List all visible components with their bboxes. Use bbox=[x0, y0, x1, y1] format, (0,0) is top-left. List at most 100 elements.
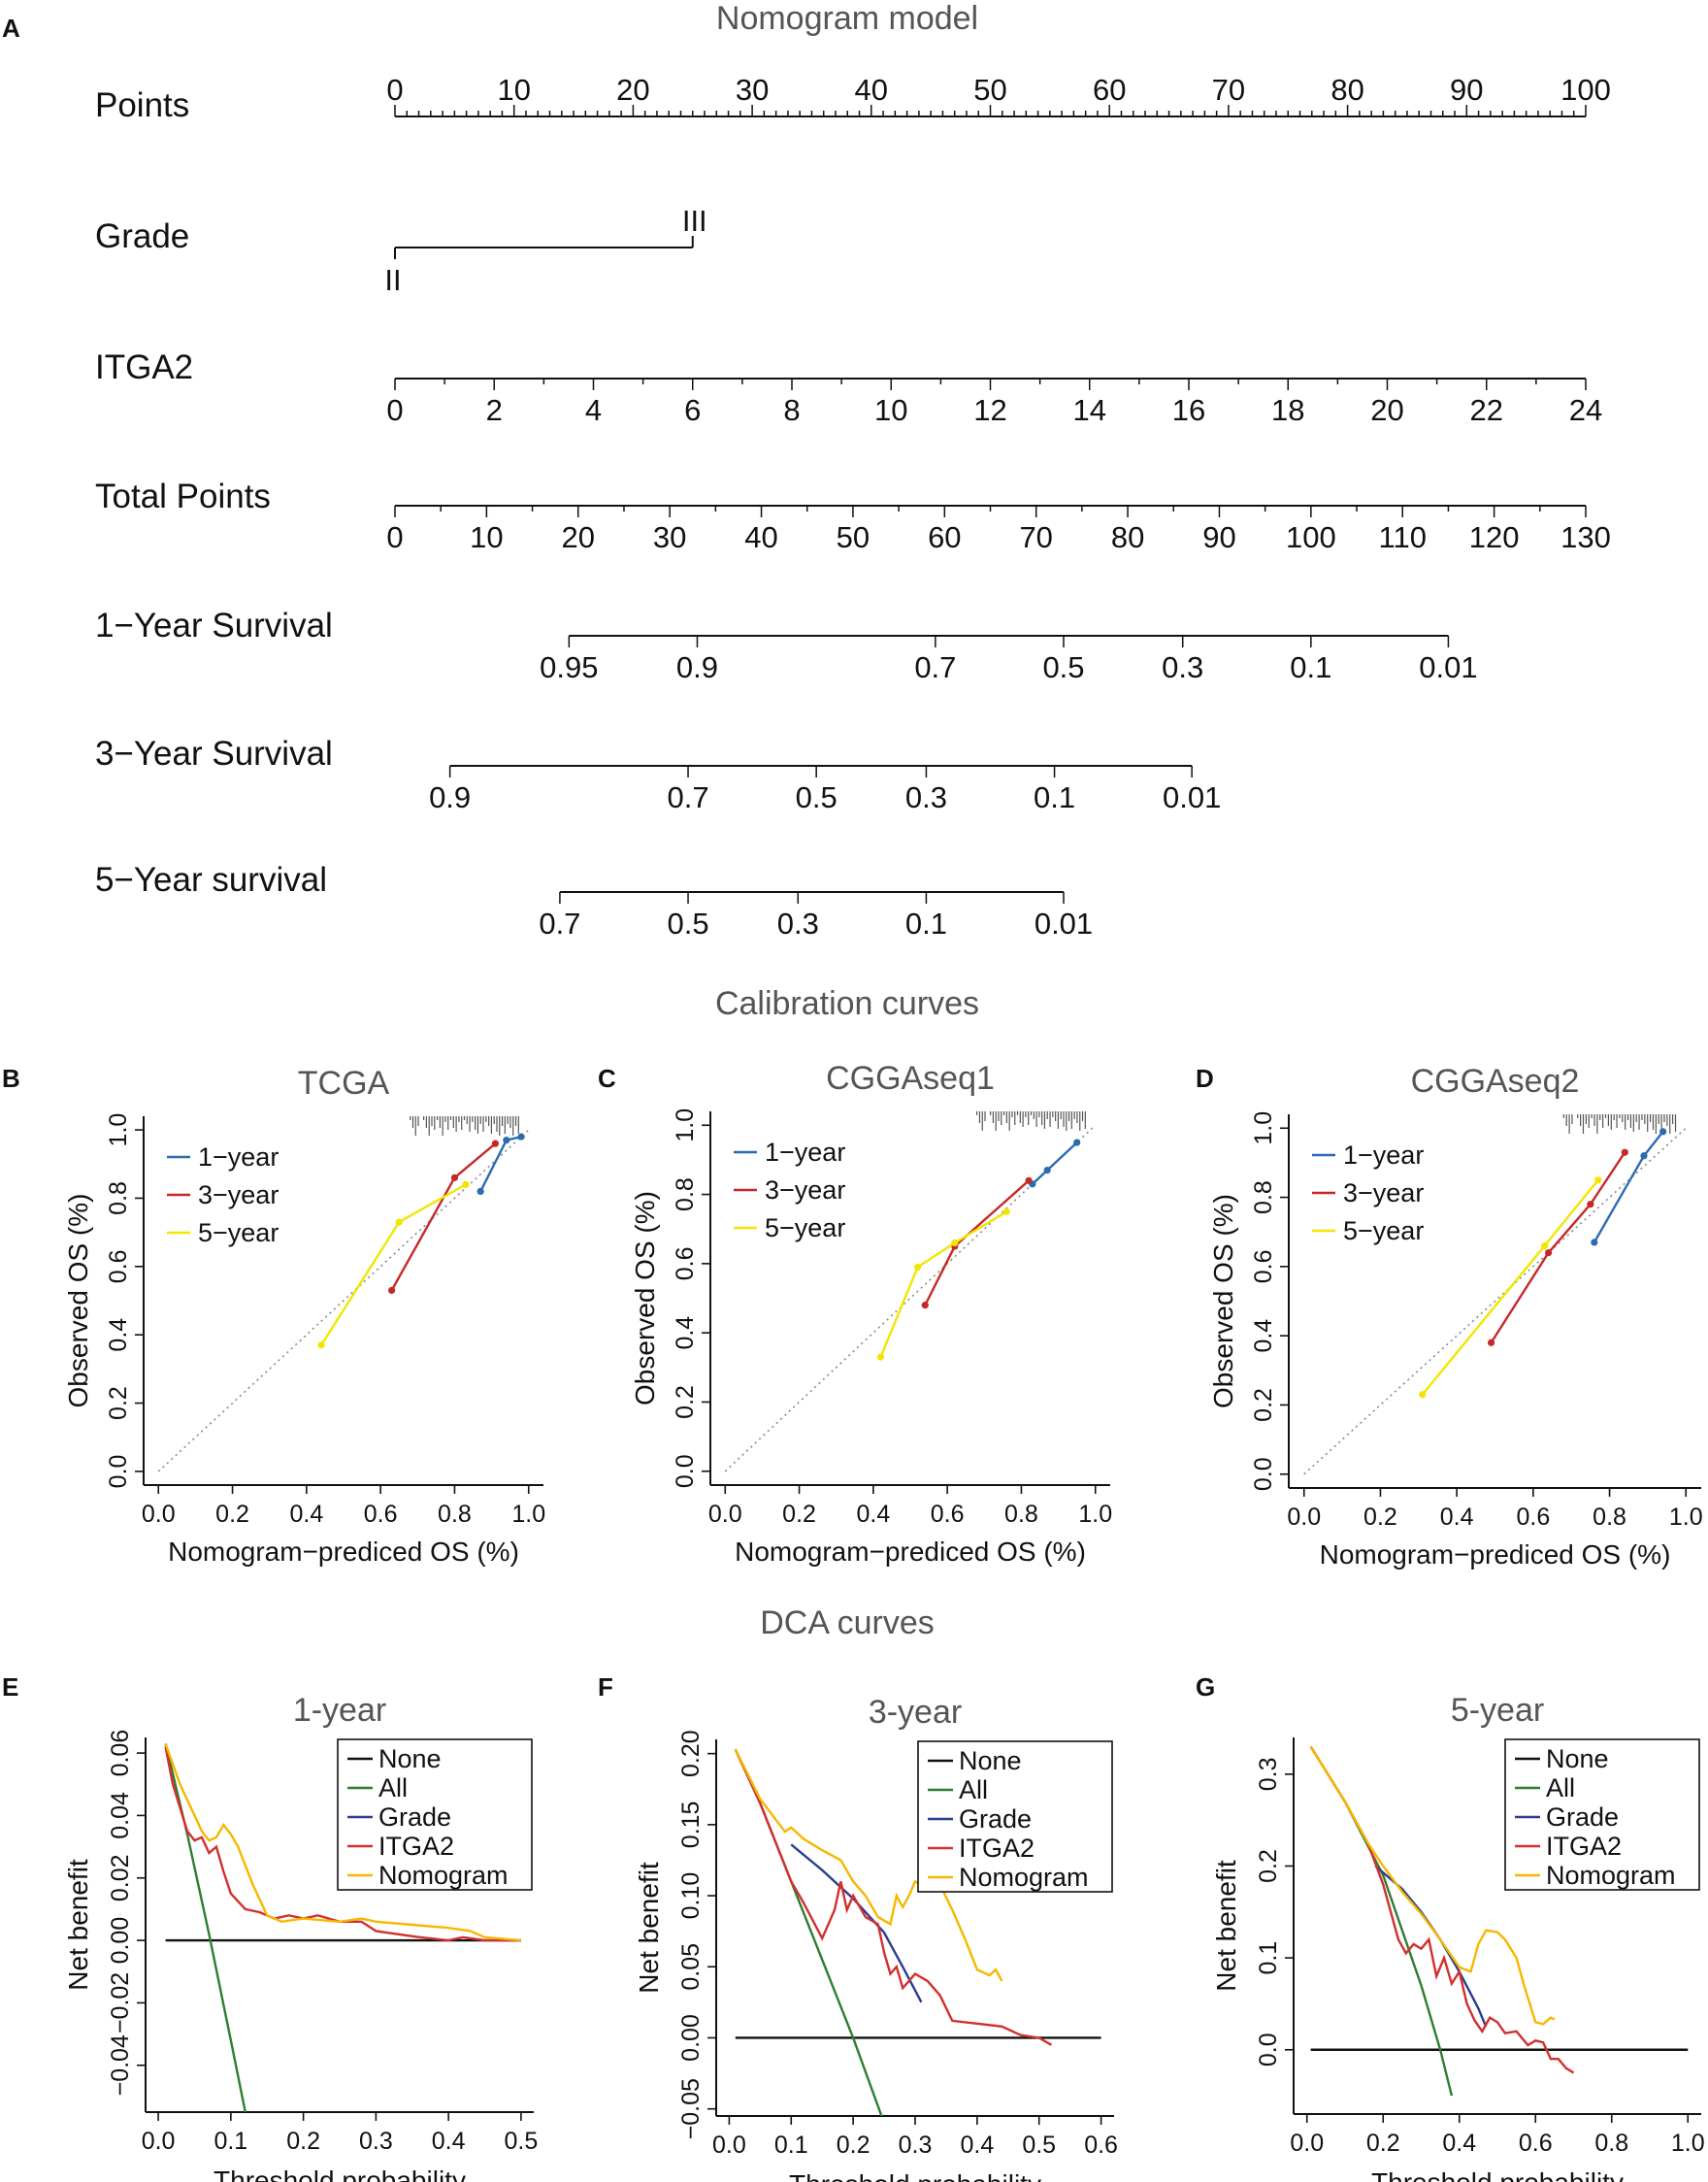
calibration-cggaseq2-legend-label: 5−year bbox=[1343, 1216, 1424, 1245]
dca-1-year-y-tick-label: 0.06 bbox=[107, 1730, 134, 1777]
dca-3-year-y-tick-label: 0.20 bbox=[677, 1730, 705, 1777]
dca-3-year-legend-label: ITGA2 bbox=[959, 1834, 1035, 1863]
dca-3-year-y-tick-label: 0.10 bbox=[677, 1872, 705, 1920]
dca-3-year-series-all bbox=[734, 1748, 883, 2116]
1-year-survival-tick-label: 0.95 bbox=[540, 650, 598, 684]
dca-3-year-y-tick-label: 0.00 bbox=[677, 2014, 705, 2062]
calibration-cggaseq1-legend-label: 1−year bbox=[765, 1138, 845, 1167]
calibration-cggaseq2-point-5-year bbox=[1419, 1391, 1427, 1399]
dca-1-year-title: 1-year bbox=[293, 1692, 386, 1729]
calibration-tcga-legend-label: 3−year bbox=[198, 1180, 279, 1209]
5-year-survival-tick-label: 0.1 bbox=[905, 907, 947, 941]
calibration-cggaseq1-y-tick-label: 1.0 bbox=[672, 1108, 699, 1142]
dca-3-year-y-tick-label: −0.05 bbox=[677, 2078, 705, 2139]
total-points-tick-label: 120 bbox=[1469, 520, 1520, 554]
dca-1-year-y-title: Net benefit bbox=[63, 1859, 93, 1991]
calibration-tcga-x-title: Nomogram−prediced OS (%) bbox=[168, 1537, 519, 1567]
1-year-survival-tick-label: 0.01 bbox=[1419, 650, 1477, 684]
dca-panel-1-year: 0.0 0.1 0.2 0.3 0.4 0.5 −0.04−0.02 0.00 0.02 0.04… bbox=[63, 1692, 538, 2182]
dca-title: DCA curves bbox=[760, 1604, 935, 1641]
dca-5-year-x-tick-label: 0.8 bbox=[1594, 2130, 1628, 2157]
itga2-tick-label: 14 bbox=[1073, 393, 1106, 427]
calibration-cggaseq2-legend-label: 3−year bbox=[1343, 1178, 1424, 1207]
total-points-tick-label: 130 bbox=[1560, 520, 1611, 554]
dca-3-year-legend-label: Nomogram bbox=[959, 1863, 1089, 1892]
calibration-cggaseq1-y-tick-label: 0.0 bbox=[672, 1454, 699, 1488]
calibration-tcga-legend-label: 5−year bbox=[198, 1218, 279, 1247]
3-year-survival-tick-label: 0.7 bbox=[667, 780, 708, 814]
calibration-cggaseq1-x-tick-label: 0.4 bbox=[856, 1501, 890, 1528]
calibration-tcga-title: TCGA bbox=[298, 1065, 390, 1102]
calibration-cggaseq1-point-1-year bbox=[1043, 1167, 1051, 1174]
calibration-tcga-x-tick-label: 0.0 bbox=[142, 1501, 176, 1528]
dca-1-year-legend-box bbox=[337, 1738, 533, 1891]
points-tick-label: 30 bbox=[736, 73, 769, 107]
calibration-cggaseq1-x-tick-label: 0.0 bbox=[708, 1501, 742, 1528]
dca-5-year-x-tick-label: 0.4 bbox=[1442, 2130, 1476, 2157]
calibration-cggaseq1-legend-label: 3−year bbox=[765, 1175, 845, 1205]
dca-3-year-x-tick-label: 0.3 bbox=[899, 2132, 933, 2159]
dca-1-year-legend-label: All bbox=[378, 1773, 408, 1802]
grade-level-label: II bbox=[384, 263, 401, 297]
points-tick-label: 10 bbox=[497, 73, 530, 107]
panel-letter-b: B bbox=[2, 1064, 20, 1093]
dca-1-year-x-tick-label: 0.1 bbox=[214, 2128, 247, 2155]
nomogram-panel: Points Grade ITGA2 Total Points 1−Year Survi… bbox=[95, 73, 1611, 941]
nomogram-title: Nomogram model bbox=[716, 0, 978, 37]
calibration-cggaseq1-series-5-year bbox=[879, 1210, 1007, 1358]
dca-3-year-y-title: Net benefit bbox=[634, 1862, 664, 1994]
calibration-panel-cggaseq2: 0.0 0.2 0.4 0.6 0.8 1.0 0.0 0.2 0.4 0.6 0.8 1.0 CGGA… bbox=[1208, 1063, 1703, 1570]
dca-1-year-x-tick-label: 0.4 bbox=[432, 2128, 466, 2155]
dca-3-year-legend-label: Grade bbox=[959, 1804, 1032, 1834]
calibration-cggaseq2-point-5-year bbox=[1541, 1241, 1549, 1250]
dca-3-year-plot-area bbox=[734, 1748, 1101, 2116]
dca-3-year-title: 3-year bbox=[869, 1694, 962, 1731]
1-year-survival-tick-label: 0.7 bbox=[914, 650, 956, 684]
dca-5-year-title: 5-year bbox=[1451, 1692, 1544, 1729]
calibration-cggaseq1-y-tick-label: 0.8 bbox=[672, 1177, 699, 1211]
dca-3-year-legend-label: None bbox=[959, 1746, 1022, 1775]
calibration-cggaseq1-x-tick-label: 0.8 bbox=[1004, 1501, 1038, 1528]
calibration-cggaseq2-point-5-year bbox=[1594, 1176, 1602, 1184]
points-tick-label: 80 bbox=[1330, 73, 1363, 107]
itga2-tick-label: 0 bbox=[386, 393, 403, 427]
points-tick-label: 0 bbox=[386, 73, 403, 107]
calibration-tcga-x-tick-label: 0.4 bbox=[289, 1501, 323, 1528]
1-year-survival-tick-label: 0.1 bbox=[1290, 650, 1331, 684]
calibration-cggaseq1-point-5-year bbox=[1002, 1207, 1010, 1215]
calibration-cggaseq2-x-tick-label: 0.2 bbox=[1363, 1504, 1397, 1531]
dca-3-year-series-itga2 bbox=[734, 1748, 1053, 2046]
calibration-tcga-point-3-year bbox=[387, 1286, 396, 1295]
dca-panel-3-year: 0.0 0.1 0.2 0.3 0.4 0.5 0.6 −0.05 0.00 0.05 0.10 0.… bbox=[634, 1694, 1118, 2182]
calibration-cggaseq2-x-tick-label: 0.8 bbox=[1593, 1504, 1626, 1531]
dca-panel-5-year: 0.0 0.2 0.4 0.6 0.8 1.0 0.0 0.1 0.2 0.3 5-year Thre… bbox=[1211, 1692, 1705, 2182]
calibration-tcga-y-title: Observed OS (%) bbox=[63, 1194, 93, 1408]
dca-5-year-x-tick-label: 0.6 bbox=[1519, 2130, 1553, 2157]
calibration-tcga-point-1-year bbox=[517, 1133, 525, 1141]
calibration-tcga-x-tick-label: 0.6 bbox=[364, 1501, 398, 1528]
dca-5-year-legend-label: Grade bbox=[1546, 1802, 1619, 1832]
calibration-tcga-y-tick-label: 1.0 bbox=[105, 1113, 132, 1147]
calibration-cggaseq1-point-3-year bbox=[1025, 1176, 1033, 1184]
dca-1-year-legend-label: None bbox=[378, 1744, 442, 1773]
dca-1-year-y-tick-label: 0.00 bbox=[107, 1917, 134, 1965]
points-tick-label: 90 bbox=[1450, 73, 1483, 107]
3-year-survival-tick-label: 0.5 bbox=[796, 780, 838, 814]
dca-5-year-y-tick-label: 0.2 bbox=[1255, 1849, 1282, 1883]
total-points-tick-label: 60 bbox=[928, 520, 961, 554]
dca-1-year-y-tick-label: −0.02 bbox=[107, 1972, 134, 2033]
dca-3-year-y-tick-label: 0.05 bbox=[677, 1943, 705, 1991]
calibration-cggaseq1-x-tick-label: 0.2 bbox=[782, 1501, 816, 1528]
dca-3-year-legend-label: All bbox=[959, 1775, 988, 1804]
points-tick-label: 100 bbox=[1560, 73, 1611, 107]
dca-5-year-x-title: Threshold probability bbox=[1371, 2167, 1624, 2182]
calibration-cggaseq1-point-3-year bbox=[921, 1302, 929, 1309]
dca-5-year-x-tick-label: 0.0 bbox=[1290, 2130, 1324, 2157]
calibration-tcga-point-5-year bbox=[317, 1341, 325, 1349]
calibration-tcga-point-1-year bbox=[503, 1137, 510, 1144]
calibration-cggaseq2-y-title: Observed OS (%) bbox=[1208, 1194, 1238, 1408]
dca-3-year-x-title: Threshold probability bbox=[789, 2169, 1041, 2182]
total-points-tick-label: 110 bbox=[1379, 520, 1427, 554]
dca-5-year-y-tick-label: 0.3 bbox=[1255, 1757, 1282, 1791]
